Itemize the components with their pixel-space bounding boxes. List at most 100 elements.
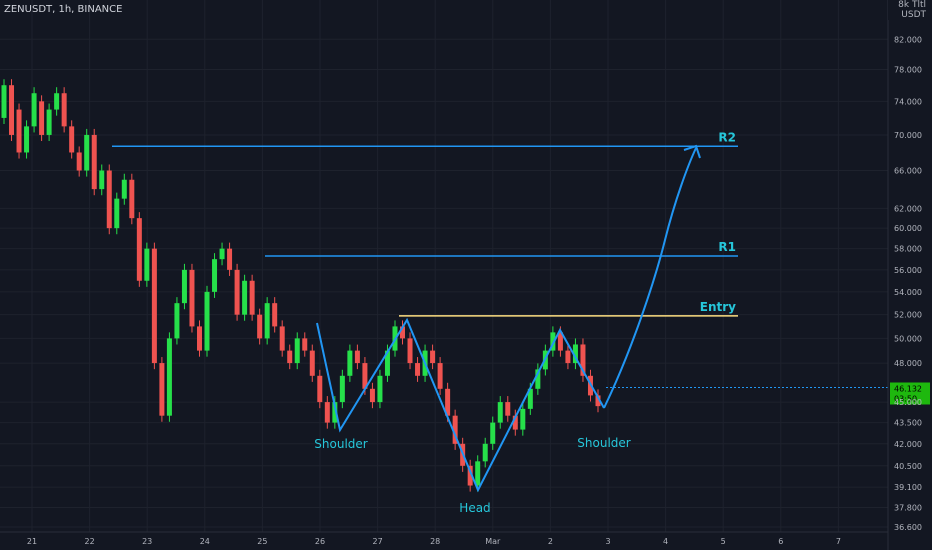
candle-body xyxy=(181,269,187,304)
y-tick-label: 70.000 xyxy=(894,131,922,140)
projection-curve xyxy=(603,147,697,409)
candle-body xyxy=(99,170,105,190)
currency-box: 8k Tltl USDT xyxy=(888,0,926,20)
y-tick-label: 52.000 xyxy=(894,311,922,320)
candle-body xyxy=(309,350,315,376)
candle-body xyxy=(535,369,541,389)
candle-body xyxy=(400,326,406,339)
candle-body xyxy=(242,280,248,315)
x-tick-label: 24 xyxy=(200,537,210,546)
x-tick-label: 27 xyxy=(373,537,383,546)
candle-body xyxy=(302,338,308,351)
candle-body xyxy=(490,422,496,444)
level-label-r2: R2 xyxy=(718,130,736,144)
candle-body xyxy=(294,338,300,364)
y-tick-label: 56.000 xyxy=(894,266,922,275)
candle-body xyxy=(384,350,390,376)
candle-body xyxy=(166,338,172,416)
candle-body xyxy=(1,85,7,118)
candle-body xyxy=(212,259,218,292)
x-tick-label: 25 xyxy=(257,537,267,546)
candle-body xyxy=(16,109,22,153)
candle-body xyxy=(24,126,30,153)
level-label-entry: Entry xyxy=(700,300,736,314)
y-tick-label: 78.000 xyxy=(894,66,922,75)
pattern: Shoulder Head Shoulder xyxy=(314,317,631,515)
ticker-label: ZENUSDT, 1h, BINANCE xyxy=(4,4,123,15)
candle-body xyxy=(264,303,270,339)
candle-body xyxy=(377,375,383,403)
current-price-value: 46.132 xyxy=(894,384,922,393)
candle-body xyxy=(174,303,180,339)
candle-body xyxy=(151,248,157,364)
x-tick-label: 7 xyxy=(836,537,841,546)
candle-body xyxy=(445,388,451,416)
x-tick-label: 28 xyxy=(430,537,440,546)
x-tick-label: 23 xyxy=(142,537,152,546)
currency-line-1: 8k Tltl xyxy=(898,0,926,10)
candle-body xyxy=(452,415,458,444)
candle-body xyxy=(159,363,165,416)
candle-body xyxy=(369,388,375,403)
candle-body xyxy=(54,93,60,110)
projection xyxy=(603,144,701,409)
candle-body xyxy=(189,269,195,327)
candle-body xyxy=(227,248,233,270)
candle-body xyxy=(347,350,353,376)
x-tick-label: 2 xyxy=(548,537,553,546)
y-tick-label: 45.000 xyxy=(894,398,922,407)
y-tick-label: 36.600 xyxy=(894,523,922,532)
candle-body xyxy=(572,344,578,364)
candle-body xyxy=(565,350,571,364)
candle-body xyxy=(317,375,323,403)
candle-body xyxy=(46,109,52,135)
candle-body xyxy=(129,179,135,219)
candle-body xyxy=(84,134,90,171)
candle-body xyxy=(9,85,15,135)
candles xyxy=(1,79,601,492)
candle-body xyxy=(354,350,360,364)
y-tick-label: 58.000 xyxy=(894,245,922,254)
x-tick-label: 4 xyxy=(663,537,668,546)
candle-body xyxy=(279,326,285,351)
x-tick-label: 6 xyxy=(778,537,783,546)
candle-body xyxy=(512,415,518,430)
candle-body xyxy=(415,363,421,376)
candle-body xyxy=(505,402,511,416)
candle-body xyxy=(61,93,67,127)
candle-body xyxy=(550,332,556,351)
y-tick-label: 37.800 xyxy=(894,504,922,513)
y-tick-label: 54.000 xyxy=(894,288,922,297)
y-tick-label: 40.500 xyxy=(894,462,922,471)
candle-body xyxy=(324,402,330,423)
pattern-label-shoulder: Shoulder xyxy=(577,436,631,450)
pattern-line xyxy=(316,317,605,493)
pattern-label-shoulder: Shoulder xyxy=(314,437,368,451)
candle-body xyxy=(136,218,142,281)
y-tick-label: 50.000 xyxy=(894,334,922,343)
x-tick-label: 22 xyxy=(85,537,95,546)
y-tick-label: 66.000 xyxy=(894,167,922,176)
x-tick-label: 21 xyxy=(27,537,37,546)
currency-line-2: USDT xyxy=(901,10,926,20)
candle-body xyxy=(557,332,563,351)
candle-body xyxy=(196,326,202,351)
candle-body xyxy=(272,303,278,327)
candle-body xyxy=(362,363,368,389)
level-label-r1: R1 xyxy=(718,240,736,254)
candle-body xyxy=(219,248,225,260)
pattern-label-head: Head xyxy=(459,501,490,515)
candle-body xyxy=(467,465,473,486)
candle-body xyxy=(121,179,127,199)
x-tick-label: 26 xyxy=(315,537,325,546)
candle-body xyxy=(39,101,45,135)
candle-body xyxy=(287,350,293,364)
candle-body xyxy=(114,198,120,229)
current-price-badge xyxy=(890,382,930,405)
candle-body xyxy=(482,443,488,462)
candle-body xyxy=(106,170,112,229)
y-tick-label: 48.000 xyxy=(894,359,922,368)
candle-body xyxy=(91,134,97,190)
